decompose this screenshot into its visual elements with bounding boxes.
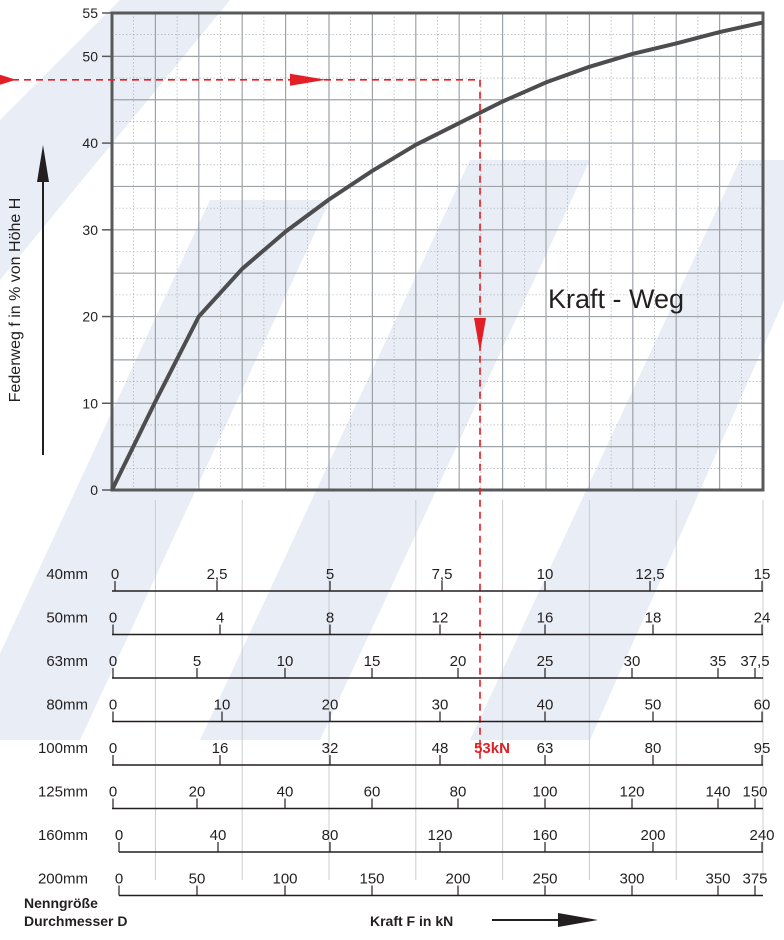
scale-tick-label: 0 (115, 871, 123, 888)
scale-tick-label: 16 (537, 610, 554, 627)
scale-tick-label: 25 (537, 653, 554, 670)
scale-tick-label: 5 (193, 653, 201, 670)
reading-arrowhead-middle (290, 73, 326, 86)
scale-name: 63mm (46, 653, 88, 670)
scale-tick-label: 350 (705, 871, 730, 888)
y-axis-arrowhead (37, 145, 49, 182)
scale-tick-label: 80 (450, 784, 467, 801)
scale-tick-label: 30 (624, 653, 641, 670)
scale-tick-label: 50 (189, 871, 206, 888)
scale-tick-label: 32 (322, 740, 339, 757)
scale-tick-label: 0 (115, 827, 123, 844)
scale-tick-label: 40 (537, 697, 554, 714)
scale-tick-label: 120 (427, 827, 452, 844)
scale-tick-label: 60 (754, 697, 771, 714)
scale-name: 40mm (46, 566, 88, 583)
scale-tick-label: 24 (754, 610, 771, 627)
scale-name: 50mm (46, 610, 88, 627)
scale-tick-label: 150 (742, 784, 767, 801)
scale-tick-label: 16 (212, 740, 229, 757)
reading-arrowhead-left (0, 74, 16, 85)
scale-tick-label: 48 (432, 740, 449, 757)
scale-tick-label: 375 (742, 871, 767, 888)
scale-tick-label: 0 (109, 653, 117, 670)
scale-tick-label: 50 (645, 697, 662, 714)
scale-tick-label: 140 (705, 784, 730, 801)
scales-title-line-2: Durchmesser D (24, 913, 128, 929)
scale-tick-label: 40 (277, 784, 294, 801)
scale-tick-label: 18 (645, 610, 662, 627)
plot-frame (110, 11, 765, 492)
scale-tick-label: 63 (537, 740, 554, 757)
x-axis-arrowhead (558, 913, 598, 927)
scale-name: 125mm (38, 784, 88, 801)
scale-tick-label: 8 (326, 610, 334, 627)
y-tick-label: 0 (90, 482, 98, 498)
y-axis-label: Federweg f in % von Höhe H (7, 198, 24, 403)
scale-tick-label: 10 (214, 697, 231, 714)
scale-tick-label: 37,5 (740, 653, 769, 670)
scale-tick-label: 4 (216, 610, 224, 627)
scale-name: 80mm (46, 697, 88, 714)
y-tick-label: 50 (82, 48, 98, 64)
scale-tick-label: 150 (359, 871, 384, 888)
scale-tick-label: 200 (445, 871, 470, 888)
scale-tick-label: 80 (322, 827, 339, 844)
scale-name: 100mm (38, 740, 88, 757)
scale-name: 160mm (38, 827, 88, 844)
scale-tick-label: 200 (640, 827, 665, 844)
scale-tick-label: 95 (754, 740, 771, 757)
scale-tick-label: 20 (189, 784, 206, 801)
y-tick-label: 10 (82, 395, 98, 411)
scale-tick-label: 0 (111, 566, 119, 583)
scale-tick-label: 7,5 (432, 566, 453, 583)
y-tick-label: 20 (82, 309, 98, 325)
scale-tick-label: 12 (432, 610, 449, 627)
reading-arrowhead-down (474, 318, 486, 352)
watermark-stripe (0, 0, 230, 280)
watermark-background (0, 0, 784, 740)
scale-tick-label: 2,5 (207, 566, 228, 583)
chart-title: Kraft - Weg (548, 284, 684, 314)
scale-tick-label: 60 (364, 784, 381, 801)
watermark-stripe (0, 200, 330, 740)
series-line (110, 20, 764, 491)
scale-tick-label: 100 (272, 871, 297, 888)
scale-tick-label: 100 (532, 784, 557, 801)
scale-tick-label: 0 (109, 784, 117, 801)
scale-tick-label: 30 (432, 697, 449, 714)
scale-tick-label: 80 (645, 740, 662, 757)
scale-tick-label: 12,5 (635, 566, 664, 583)
scale-tick-label: 20 (322, 697, 339, 714)
y-tick-label: 55 (82, 5, 98, 21)
scale-tick-label: 15 (364, 653, 381, 670)
scale-tick-label: 20 (450, 653, 467, 670)
scale-tick-label: 10 (277, 653, 294, 670)
scale-tick-label: 35 (710, 653, 727, 670)
y-tick-labels: 0 10 20 30 40 50 55 (82, 5, 112, 498)
scale-tick-label: 0 (109, 740, 117, 757)
scale-tick-label: 40 (210, 827, 227, 844)
reading-guide (0, 73, 486, 762)
scale-tick-label: 10 (537, 566, 554, 583)
scales-title-line-1: Nenngröße (24, 895, 98, 911)
scale-tick-label: 15 (754, 566, 771, 583)
x-axis-label: Kraft F in kN (370, 913, 453, 929)
scale-tick-label: 300 (619, 871, 644, 888)
y-tick-label: 40 (82, 135, 98, 151)
watermark-stripe (200, 160, 590, 740)
scale-tick-label: 240 (749, 827, 774, 844)
scale-tick-label: 0 (109, 610, 117, 627)
scale-tick-label: 250 (532, 871, 557, 888)
scale-tick-label: 0 (109, 697, 117, 714)
watermark-stripe (470, 160, 784, 740)
scale-name: 200mm (38, 871, 88, 888)
scale-tick-label: 160 (532, 827, 557, 844)
reading-value-label: 53kN (474, 740, 510, 757)
scale-tick-label: 5 (326, 566, 334, 583)
y-tick-label: 30 (82, 222, 98, 238)
scale-tick-label: 120 (619, 784, 644, 801)
